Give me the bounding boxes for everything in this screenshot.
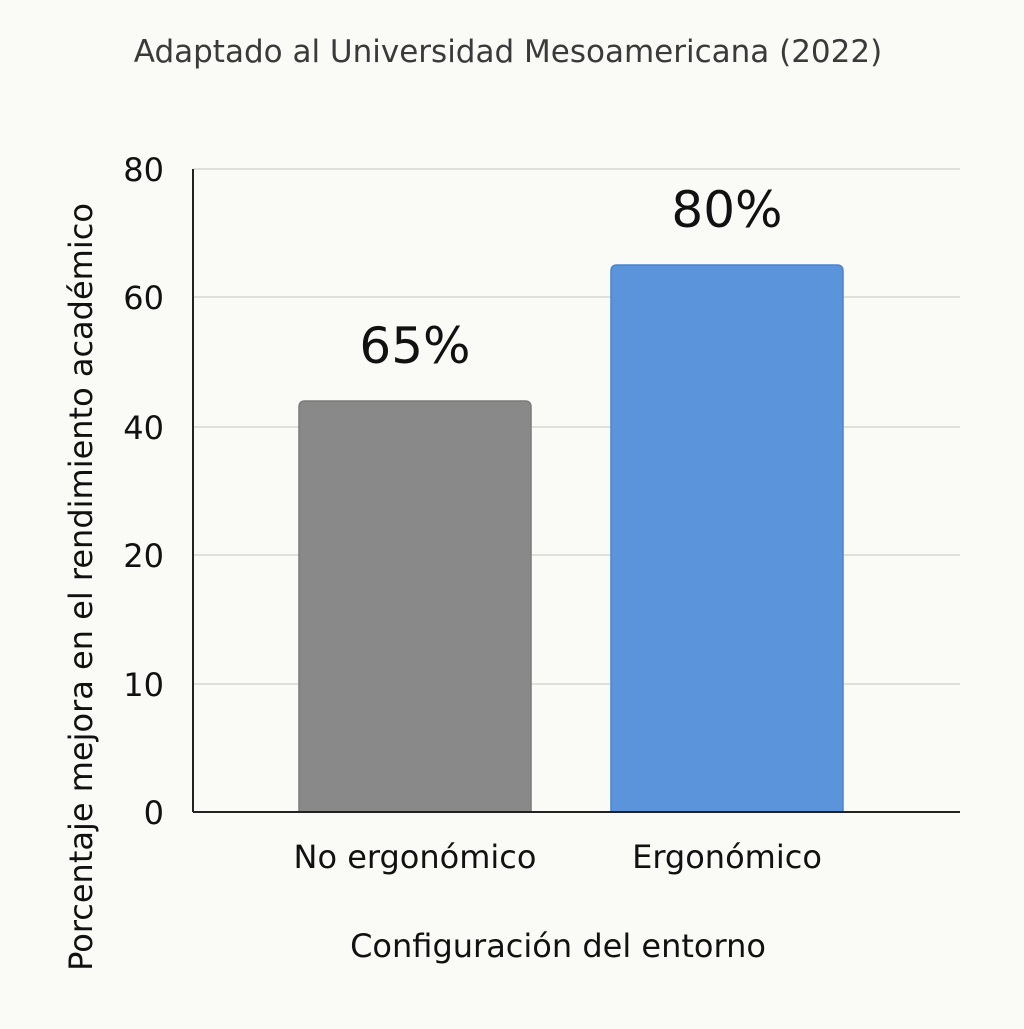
y-tick-label: 10 (123, 666, 164, 704)
bar-value-label: 65% (359, 317, 470, 375)
y-tick-label: 60 (123, 279, 164, 317)
x-axis-categories: No ergonómico Ergonómico (294, 838, 822, 876)
x-axis-title: Configuración del entorno (350, 927, 766, 965)
x-category-label: No ergonómico (294, 838, 537, 876)
y-axis-ticks: 0 10 20 40 60 80 (123, 151, 164, 832)
y-tick-label: 40 (123, 409, 164, 447)
data-labels: 65% 80% (359, 181, 782, 375)
y-tick-label: 20 (123, 537, 164, 575)
x-category-label: Ergonómico (632, 838, 822, 876)
y-axis-title: Porcentaje mejora en el rendimiento acad… (62, 203, 100, 971)
bar-no-ergonomico (298, 400, 532, 813)
bar-value-label: 80% (671, 181, 782, 239)
bar-ergonomico (610, 264, 844, 813)
y-tick-label: 0 (144, 794, 164, 832)
chart-subtitle: Adaptado al Universidad Mesoamericana (2… (134, 34, 882, 70)
bars (298, 264, 844, 813)
y-tick-label: 80 (123, 151, 164, 189)
